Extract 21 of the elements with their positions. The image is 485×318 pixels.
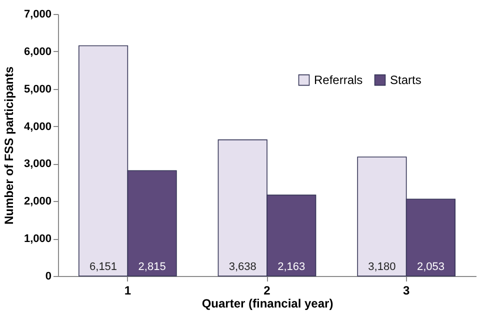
data-label: 3,638: [228, 261, 256, 273]
legend-label: Referrals: [314, 73, 363, 88]
x-axis-title: Quarter (financial year): [202, 296, 334, 310]
y-tick-label: 4,000: [24, 120, 52, 133]
y-tick-label: 1,000: [24, 233, 52, 246]
data-label: 6,151: [90, 261, 118, 273]
y-tick-label: 7,000: [24, 8, 52, 20]
y-tick-label: 2,000: [24, 196, 52, 208]
data-label: 3,180: [368, 261, 396, 273]
y-tick-label: 5,000: [24, 83, 52, 96]
y-tick-label: 6,000: [24, 46, 52, 58]
x-tick-label: 3: [402, 284, 410, 298]
y-axis-title: Number of FSS participants: [2, 66, 16, 225]
data-label: 2,815: [138, 261, 166, 273]
y-tick-label: 3,000: [24, 158, 52, 170]
data-label: 2,163: [278, 261, 306, 273]
data-label: 2,053: [416, 261, 444, 273]
y-tick-label: 0: [45, 270, 52, 282]
legend-label: Starts: [390, 73, 422, 88]
x-tick-label: 2: [264, 284, 271, 298]
x-tick-label: 1: [124, 284, 132, 298]
